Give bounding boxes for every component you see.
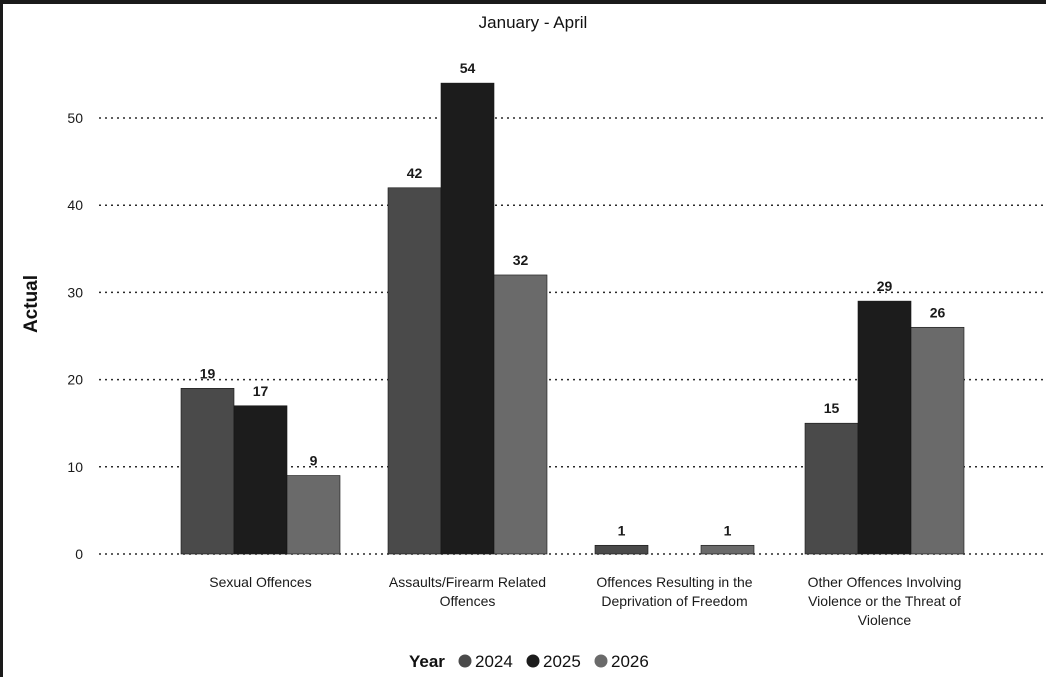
data-label: 15 <box>824 400 840 416</box>
legend-marker-2026 <box>594 654 608 668</box>
legend-label-2024: 2024 <box>475 652 513 671</box>
data-label: 19 <box>200 365 216 381</box>
data-label: 9 <box>310 453 318 469</box>
y-tick-label: 20 <box>67 372 83 388</box>
legend-marker-2025 <box>526 654 540 668</box>
data-labels: 19 42 1 15 17 54 29 9 32 1 26 <box>200 60 946 538</box>
bar-2025 <box>440 82 495 555</box>
y-axis-ticks: 0 10 20 30 40 50 <box>67 110 83 562</box>
data-label: 17 <box>253 383 269 399</box>
legend-label-2026: 2026 <box>611 652 649 671</box>
x-category-label: Offences Resulting in the Deprivation of … <box>596 574 752 609</box>
x-category-label: Sexual Offences <box>209 574 311 590</box>
bar-2025 <box>233 405 288 555</box>
y-tick-label: 0 <box>75 546 83 562</box>
bar-2024 <box>594 544 649 555</box>
bar-2026 <box>493 274 548 555</box>
data-label: 42 <box>407 165 423 181</box>
chart-title: January - April <box>479 13 588 32</box>
legend-label-2025: 2025 <box>543 652 581 671</box>
legend-marker-2024 <box>458 654 472 668</box>
bar-2024 <box>387 187 442 555</box>
bar-2026 <box>286 475 341 555</box>
bar-2026 <box>700 544 755 555</box>
x-category-label: Other Offences Involving Violence or the … <box>808 574 962 628</box>
x-category-label: Assaults/Firearm Related Offences <box>389 574 546 609</box>
y-tick-label: 10 <box>67 459 83 475</box>
y-tick-label: 30 <box>67 284 83 300</box>
data-label: 32 <box>513 252 529 268</box>
y-tick-label: 40 <box>67 197 83 213</box>
y-tick-label: 50 <box>67 110 83 126</box>
bar-2024 <box>804 422 859 555</box>
legend-title: Year <box>409 652 445 671</box>
data-label: 26 <box>930 304 946 320</box>
legend: Year 2024 2025 2026 <box>409 652 649 671</box>
bar-2024 <box>180 388 235 555</box>
data-label: 54 <box>460 60 476 76</box>
x-axis-categories: Sexual Offences Assaults/Firearm Related O… <box>209 574 961 628</box>
bars <box>180 82 965 555</box>
data-label: 29 <box>877 278 893 294</box>
data-label: 1 <box>724 522 732 538</box>
bar-2026 <box>910 326 965 555</box>
data-label: 1 <box>618 522 626 538</box>
bar-2025 <box>857 300 912 555</box>
y-axis-label: Actual <box>21 275 42 333</box>
